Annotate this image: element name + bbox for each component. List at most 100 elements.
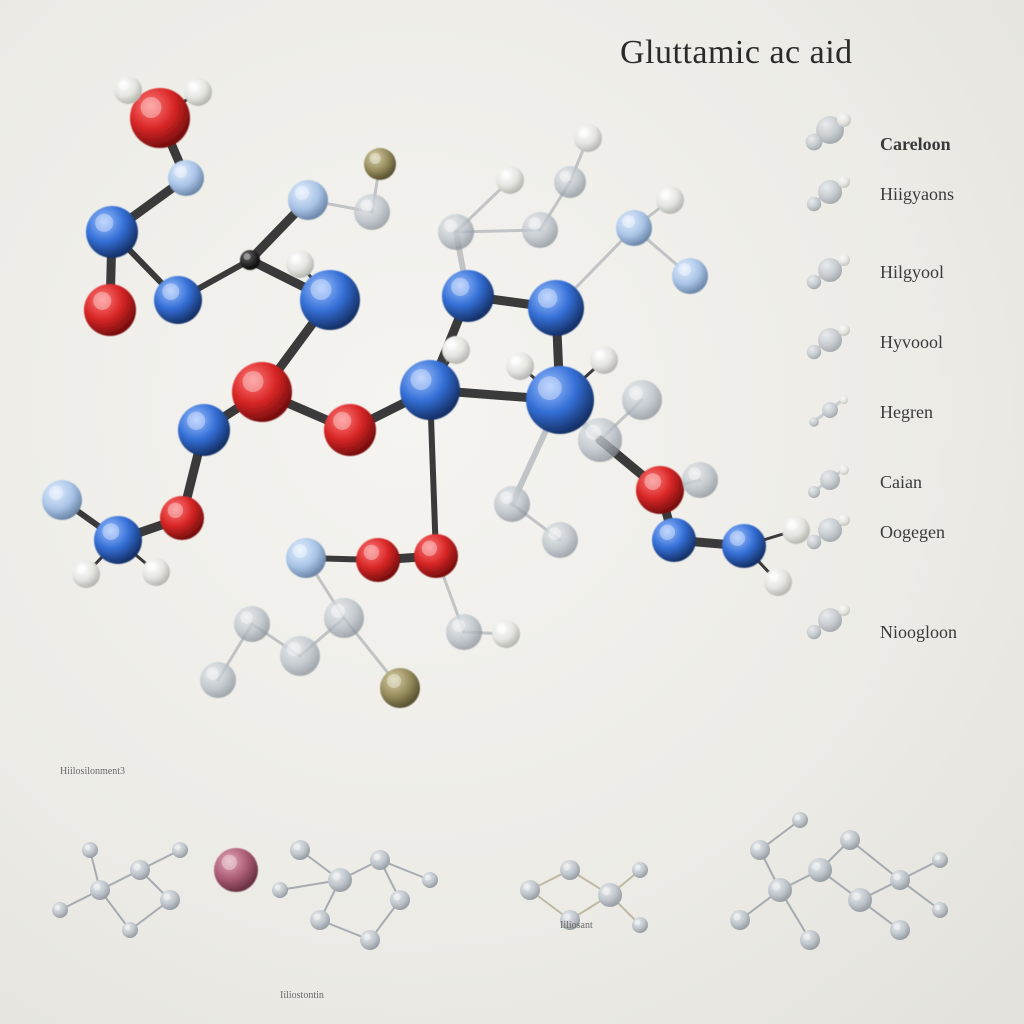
atom-oxygen <box>324 404 376 456</box>
atom-highlight <box>293 544 307 558</box>
atom-highlight <box>497 624 507 634</box>
atom-hydrogen <box>590 346 618 374</box>
atom-highlight <box>622 215 635 228</box>
atom-highlight <box>500 491 513 504</box>
atom-hydrogen <box>506 352 534 380</box>
legend-icon <box>808 465 849 498</box>
legend-label: Nioogloon <box>880 622 957 643</box>
atom-highlight <box>678 263 691 276</box>
atom-highlight <box>560 171 571 182</box>
atom-lightblue <box>42 480 82 520</box>
atom-highlight <box>174 165 187 178</box>
legend-label: Hiigyaons <box>880 184 954 205</box>
diagram-title: Gluttamic ac aid <box>620 34 853 72</box>
footnote-label: Iiliosant <box>560 920 593 931</box>
legend-icon <box>807 514 850 549</box>
atom-highlight <box>311 279 332 300</box>
atom-highlight <box>411 369 432 390</box>
atom-carbon <box>240 250 260 270</box>
legend-label: Hyvoool <box>880 332 943 353</box>
atom-hydrogen <box>184 78 212 106</box>
atom-oxygen <box>84 284 136 336</box>
atom-nitrogen <box>652 518 696 562</box>
atom-lightblue <box>168 160 204 196</box>
atom-highlight <box>77 564 87 574</box>
atom-faded <box>578 418 622 462</box>
atom-nitrogen <box>722 524 766 568</box>
atom-faded <box>234 606 270 642</box>
atom-faded <box>324 598 364 638</box>
atom-hydrogen <box>442 336 470 364</box>
atom-lightblue <box>616 210 652 246</box>
atom-hydrogen <box>286 250 314 278</box>
atom-rose <box>214 848 258 892</box>
atom-faded <box>280 636 320 676</box>
atom-lightblue <box>672 258 708 294</box>
atom-nitrogen <box>526 366 594 434</box>
atom-hydrogen <box>142 558 170 586</box>
atom-nitrogen <box>178 404 230 456</box>
atom-highlight <box>243 371 264 392</box>
atom-nitrogen <box>528 280 584 336</box>
atom-highlight <box>595 350 605 360</box>
atom-faded <box>554 166 586 198</box>
atom-highlight <box>187 412 205 430</box>
atom-nitrogen <box>400 360 460 420</box>
atom-highlight <box>538 376 562 400</box>
atom-highlight <box>141 97 162 118</box>
legend-label: Hilgyool <box>880 262 944 283</box>
legend-icon <box>807 176 850 211</box>
atom-highlight <box>528 217 541 230</box>
legend-icon <box>807 324 850 359</box>
atom-highlight <box>295 186 309 200</box>
atom-highlight <box>147 562 157 572</box>
legend-label: Oogegen <box>880 522 945 543</box>
atom-highlight <box>95 214 113 232</box>
atom-oxygen <box>414 534 458 578</box>
atom-highlight <box>370 153 381 164</box>
molecule-svg <box>0 0 1024 1024</box>
atom-hydrogen <box>574 124 602 152</box>
atom-highlight <box>422 541 437 556</box>
legend-icon <box>809 396 848 427</box>
atom-hydrogen <box>782 516 810 544</box>
legend-label: Careloon <box>880 134 951 155</box>
atom-highlight <box>447 340 457 350</box>
atom-highlight <box>333 412 351 430</box>
atom-nitrogen <box>300 270 360 330</box>
atom-highlight <box>102 523 119 540</box>
atom-lightblue <box>286 538 326 578</box>
atom-highlight <box>451 278 469 296</box>
atom-faded <box>354 194 390 230</box>
atom-highlight <box>287 642 301 656</box>
atom-faded <box>200 662 236 698</box>
atom-highlight <box>206 667 219 680</box>
atom-highlight <box>444 219 457 232</box>
atom-highlight <box>629 386 643 400</box>
atom-faded <box>622 380 662 420</box>
diagram-stage: Gluttamic ac aid Careloon Hiigyaons Hilgyo… <box>0 0 1024 1024</box>
atom-highlight <box>787 520 797 530</box>
atom-highlight <box>548 527 561 540</box>
atom-highlight <box>222 855 237 870</box>
atom-highlight <box>119 80 129 90</box>
atom-hydrogen <box>114 76 142 104</box>
atom-oxygen <box>232 362 292 422</box>
atom-highlight <box>579 128 589 138</box>
atom-highlight <box>387 674 401 688</box>
atom-oxygen <box>636 466 684 514</box>
atom-highlight <box>538 288 558 308</box>
mini-molecule <box>272 840 438 950</box>
atom-gold <box>364 148 396 180</box>
atom-highlight <box>49 486 63 500</box>
atom-highlight <box>644 473 661 490</box>
atom-highlight <box>730 531 745 546</box>
atom-hydrogen <box>72 560 100 588</box>
atom-highlight <box>244 253 251 260</box>
atom-highlight <box>769 572 779 582</box>
footnote-label: Iiliostontin <box>280 990 324 1001</box>
atom-hydrogen <box>492 620 520 648</box>
atom-highlight <box>501 170 511 180</box>
atom-highlight <box>660 525 675 540</box>
legend-icon <box>807 604 850 639</box>
